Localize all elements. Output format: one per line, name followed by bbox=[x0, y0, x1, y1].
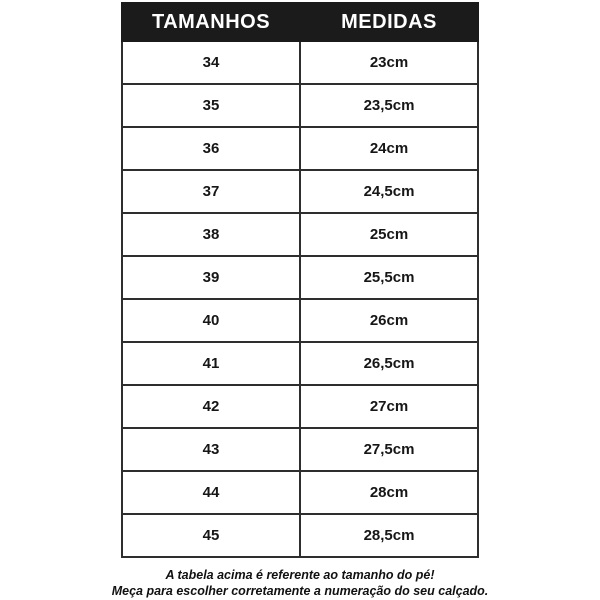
table-row: 38 25cm bbox=[121, 212, 479, 257]
table-row: 43 27,5cm bbox=[121, 427, 479, 472]
size-cell: 38 bbox=[121, 212, 301, 257]
measure-cell: 28cm bbox=[299, 470, 479, 515]
measure-cell: 27cm bbox=[299, 384, 479, 429]
size-cell: 43 bbox=[121, 427, 301, 472]
footnote-line-1: A tabela acima é referente ao tamanho do… bbox=[165, 568, 435, 582]
measure-cell: 27,5cm bbox=[299, 427, 479, 472]
footnote-line-2: Meça para escolher corretamente a numera… bbox=[111, 584, 489, 598]
measure-cell: 26,5cm bbox=[299, 341, 479, 386]
table-body: 34 23cm 35 23,5cm 36 24cm 37 24,5cm 38 25cm 39 25,5… bbox=[121, 40, 479, 558]
measure-cell: 24,5cm bbox=[299, 169, 479, 214]
measure-cell: 25cm bbox=[299, 212, 479, 257]
header-row: TAMANHOS MEDIDAS bbox=[121, 2, 479, 42]
measure-cell: 26cm bbox=[299, 298, 479, 343]
measure-cell: 28,5cm bbox=[299, 513, 479, 558]
size-cell: 40 bbox=[121, 298, 301, 343]
column-header-tamanhos: TAMANHOS bbox=[121, 2, 301, 42]
measure-cell: 23cm bbox=[299, 40, 479, 85]
table-row: 37 24,5cm bbox=[121, 169, 479, 214]
size-cell: 39 bbox=[121, 255, 301, 300]
table-row: 44 28cm bbox=[121, 470, 479, 515]
size-cell: 45 bbox=[121, 513, 301, 558]
column-header-medidas: MEDIDAS bbox=[299, 2, 479, 42]
size-cell: 41 bbox=[121, 341, 301, 386]
table-row: 42 27cm bbox=[121, 384, 479, 429]
measure-cell: 23,5cm bbox=[299, 83, 479, 128]
footnote: A tabela acima é referente ao tamanho do… bbox=[0, 567, 600, 599]
size-cell: 44 bbox=[121, 470, 301, 515]
table-row: 36 24cm bbox=[121, 126, 479, 171]
size-cell: 42 bbox=[121, 384, 301, 429]
size-cell: 36 bbox=[121, 126, 301, 171]
table-row: 40 26cm bbox=[121, 298, 479, 343]
measure-cell: 24cm bbox=[299, 126, 479, 171]
measure-cell: 25,5cm bbox=[299, 255, 479, 300]
table-row: 35 23,5cm bbox=[121, 83, 479, 128]
size-cell: 34 bbox=[121, 40, 301, 85]
table-row: 39 25,5cm bbox=[121, 255, 479, 300]
size-chart-table: TAMANHOS MEDIDAS 34 23cm 35 23,5cm 36 24cm 37 2… bbox=[121, 2, 479, 558]
size-cell: 35 bbox=[121, 83, 301, 128]
table-row: 45 28,5cm bbox=[121, 513, 479, 558]
table-row: 34 23cm bbox=[121, 40, 479, 85]
table-header: TAMANHOS MEDIDAS bbox=[121, 2, 479, 42]
size-cell: 37 bbox=[121, 169, 301, 214]
table-row: 41 26,5cm bbox=[121, 341, 479, 386]
